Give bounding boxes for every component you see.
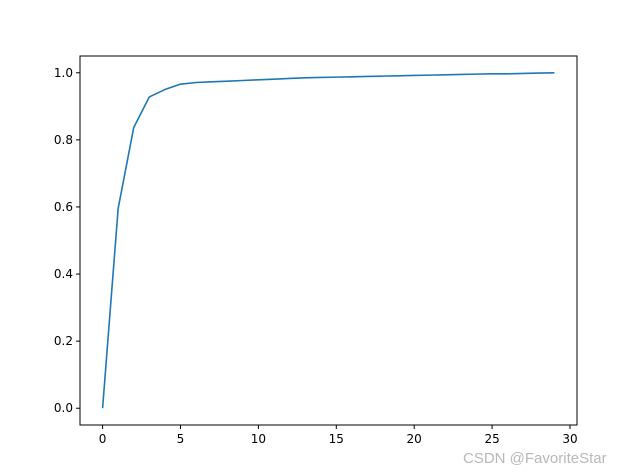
y-tick-label: 0.6 xyxy=(54,200,73,214)
y-tick-label: 0.0 xyxy=(54,401,73,415)
y-tick-label: 0.2 xyxy=(54,334,73,348)
y-tick-label: 1.0 xyxy=(54,66,73,80)
x-axis: 0 5 10 15 20 25 30 xyxy=(99,425,578,446)
y-tick-label: 0.4 xyxy=(54,267,73,281)
x-tick-label: 30 xyxy=(562,432,577,446)
x-tick-label: 20 xyxy=(407,432,422,446)
x-tick-label: 10 xyxy=(251,432,266,446)
y-axis: 0.0 0.2 0.4 0.6 0.8 1.0 xyxy=(54,66,80,415)
axes-frame xyxy=(79,55,578,426)
watermark: CSDN @FavoriteStar xyxy=(463,450,607,467)
x-tick-label: 15 xyxy=(329,432,344,446)
series-line xyxy=(101,71,555,409)
y-tick-label: 0.8 xyxy=(54,133,73,147)
x-tick-label: 0 xyxy=(99,432,107,446)
x-tick-label: 5 xyxy=(177,432,185,446)
x-tick-label: 25 xyxy=(484,432,499,446)
